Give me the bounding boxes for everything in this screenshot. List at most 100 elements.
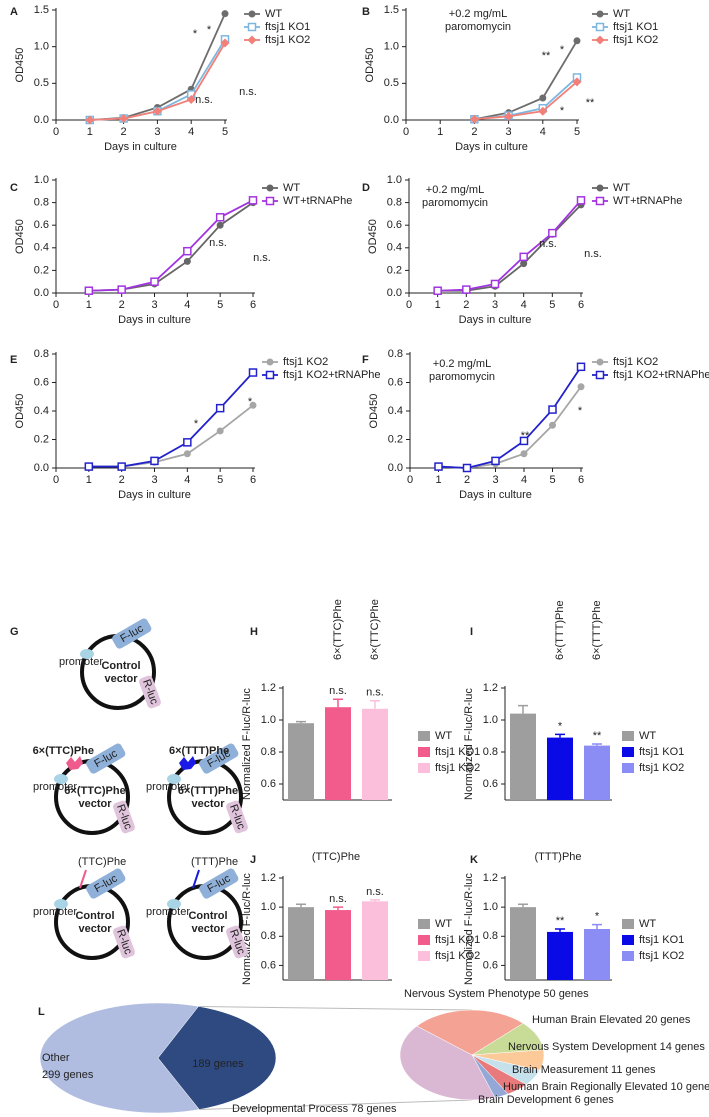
r-luc <box>139 675 161 709</box>
connector <box>199 1099 473 1111</box>
legend-label: ftsj1 KO2 <box>435 762 480 774</box>
y-tick-label: 0.5 <box>384 77 399 89</box>
pie-label: Brain Development 6 genes <box>478 1094 614 1106</box>
y-tick-label: 0.6 <box>388 376 403 388</box>
series-line <box>438 366 582 469</box>
bar <box>325 910 351 980</box>
plasmid-label: 6×(TTT)Phe <box>178 785 238 797</box>
bar <box>362 901 388 980</box>
point <box>84 286 94 295</box>
point <box>548 228 557 238</box>
y-tick-label: 0.8 <box>261 930 276 942</box>
legend-label: ftsj1 KO2 <box>613 356 658 368</box>
series-line <box>437 204 582 292</box>
panel-label: A <box>10 6 18 18</box>
y-tick-label: 0.0 <box>34 462 49 474</box>
legend-swatch <box>418 951 430 961</box>
x-tick-label: 4 <box>540 126 546 138</box>
x-tick-label: 4 <box>184 299 190 311</box>
y-tick-label: 1.2 <box>483 682 498 694</box>
bar <box>547 931 573 980</box>
series-line <box>437 199 582 292</box>
legend-label: ftsj1 KO2 <box>265 34 310 46</box>
insert-label: 6×(TTT)Phe <box>169 745 229 757</box>
point <box>84 462 94 471</box>
legend-label: ftsj1 KO1 <box>639 746 684 758</box>
promoter-label: promoter <box>33 781 77 793</box>
x-axis-label: Days in culture <box>104 141 177 153</box>
insert-line <box>79 869 87 889</box>
point <box>549 421 556 429</box>
y-tick-label: 1.2 <box>261 682 276 694</box>
pie-label: Human Brain Regionally Elevated 10 genes <box>503 1081 709 1093</box>
legend-swatch <box>418 919 430 929</box>
legend-swatch <box>622 935 634 945</box>
annotation: n.s. <box>253 252 271 264</box>
point <box>538 106 548 116</box>
bar <box>510 713 536 800</box>
panel-label: I <box>470 626 473 638</box>
insert-label: 6×(TTC)Phe <box>33 745 94 757</box>
x-tick-label: 0 <box>407 474 413 486</box>
bar <box>288 907 314 980</box>
y-tick-label: 0.8 <box>387 197 402 209</box>
subtitle: paromomycin <box>422 197 488 209</box>
r-luc <box>113 925 135 959</box>
point <box>433 286 442 295</box>
y-tick-label: 1.2 <box>483 872 498 884</box>
y-axis-label: OD450 <box>14 219 26 254</box>
panel-label: K <box>470 854 478 866</box>
x-tick-label: 4 <box>184 474 190 486</box>
x-tick-label: 5 <box>574 126 580 138</box>
pie-label: Brain Measurement 11 genes <box>512 1064 656 1076</box>
x-tick-label: 0 <box>53 126 59 138</box>
r-luc <box>226 925 248 959</box>
point <box>462 463 472 473</box>
y-tick-label: 1.2 <box>261 872 276 884</box>
f-luc <box>86 743 126 774</box>
annotation: * <box>560 44 565 56</box>
annotation: ** <box>542 50 551 62</box>
legend-marker <box>266 358 274 366</box>
x-tick-label: 0 <box>53 299 59 311</box>
rotated-label: 6×(TTT)Phe <box>554 600 566 660</box>
plasmid-label: vector <box>78 798 112 810</box>
x-tick-label: 2 <box>119 474 125 486</box>
y-tick-label: 0.4 <box>387 242 402 254</box>
x-tick-label: 3 <box>151 474 157 486</box>
y-tick-label: 1.0 <box>261 901 276 913</box>
legend-marker <box>595 370 605 380</box>
x-tick-label: 1 <box>435 474 441 486</box>
insert-label: (TTT)Phe <box>191 856 238 868</box>
annotation: * <box>558 720 563 732</box>
panel-label: B <box>362 6 370 18</box>
x-tick-label: 3 <box>492 474 498 486</box>
y-tick-label: 0.0 <box>34 287 49 299</box>
plasmid-label: Control <box>188 910 227 922</box>
promoter-shape <box>167 899 181 909</box>
y-tick-label: 0.4 <box>34 405 49 417</box>
legend-marker <box>595 22 605 32</box>
point <box>248 196 258 205</box>
point <box>519 436 529 446</box>
y-tick-label: 0.8 <box>483 930 498 942</box>
y-tick-label: 0.6 <box>34 219 49 231</box>
x-axis-label: Days in culture <box>118 489 191 501</box>
plasmid-label: Control <box>101 660 140 672</box>
legend-label: ftsj1 KO1 <box>435 746 480 758</box>
y-tick-label: 0.2 <box>34 264 49 276</box>
rotated-label: 6×(TTT)Phe <box>591 600 603 660</box>
point <box>519 252 528 262</box>
legend-label: ftsj1 KO1 <box>639 934 684 946</box>
y-tick-label: 0.6 <box>261 778 276 790</box>
y-axis-label: OD450 <box>14 48 26 83</box>
legend-marker <box>247 22 257 32</box>
point <box>572 77 582 87</box>
f-luc <box>199 743 239 774</box>
annotation: n.s. <box>195 94 213 106</box>
annotation: * <box>595 911 600 923</box>
panel-label: G <box>10 626 19 638</box>
point <box>85 115 95 125</box>
point <box>434 462 443 471</box>
series-line <box>88 199 254 292</box>
